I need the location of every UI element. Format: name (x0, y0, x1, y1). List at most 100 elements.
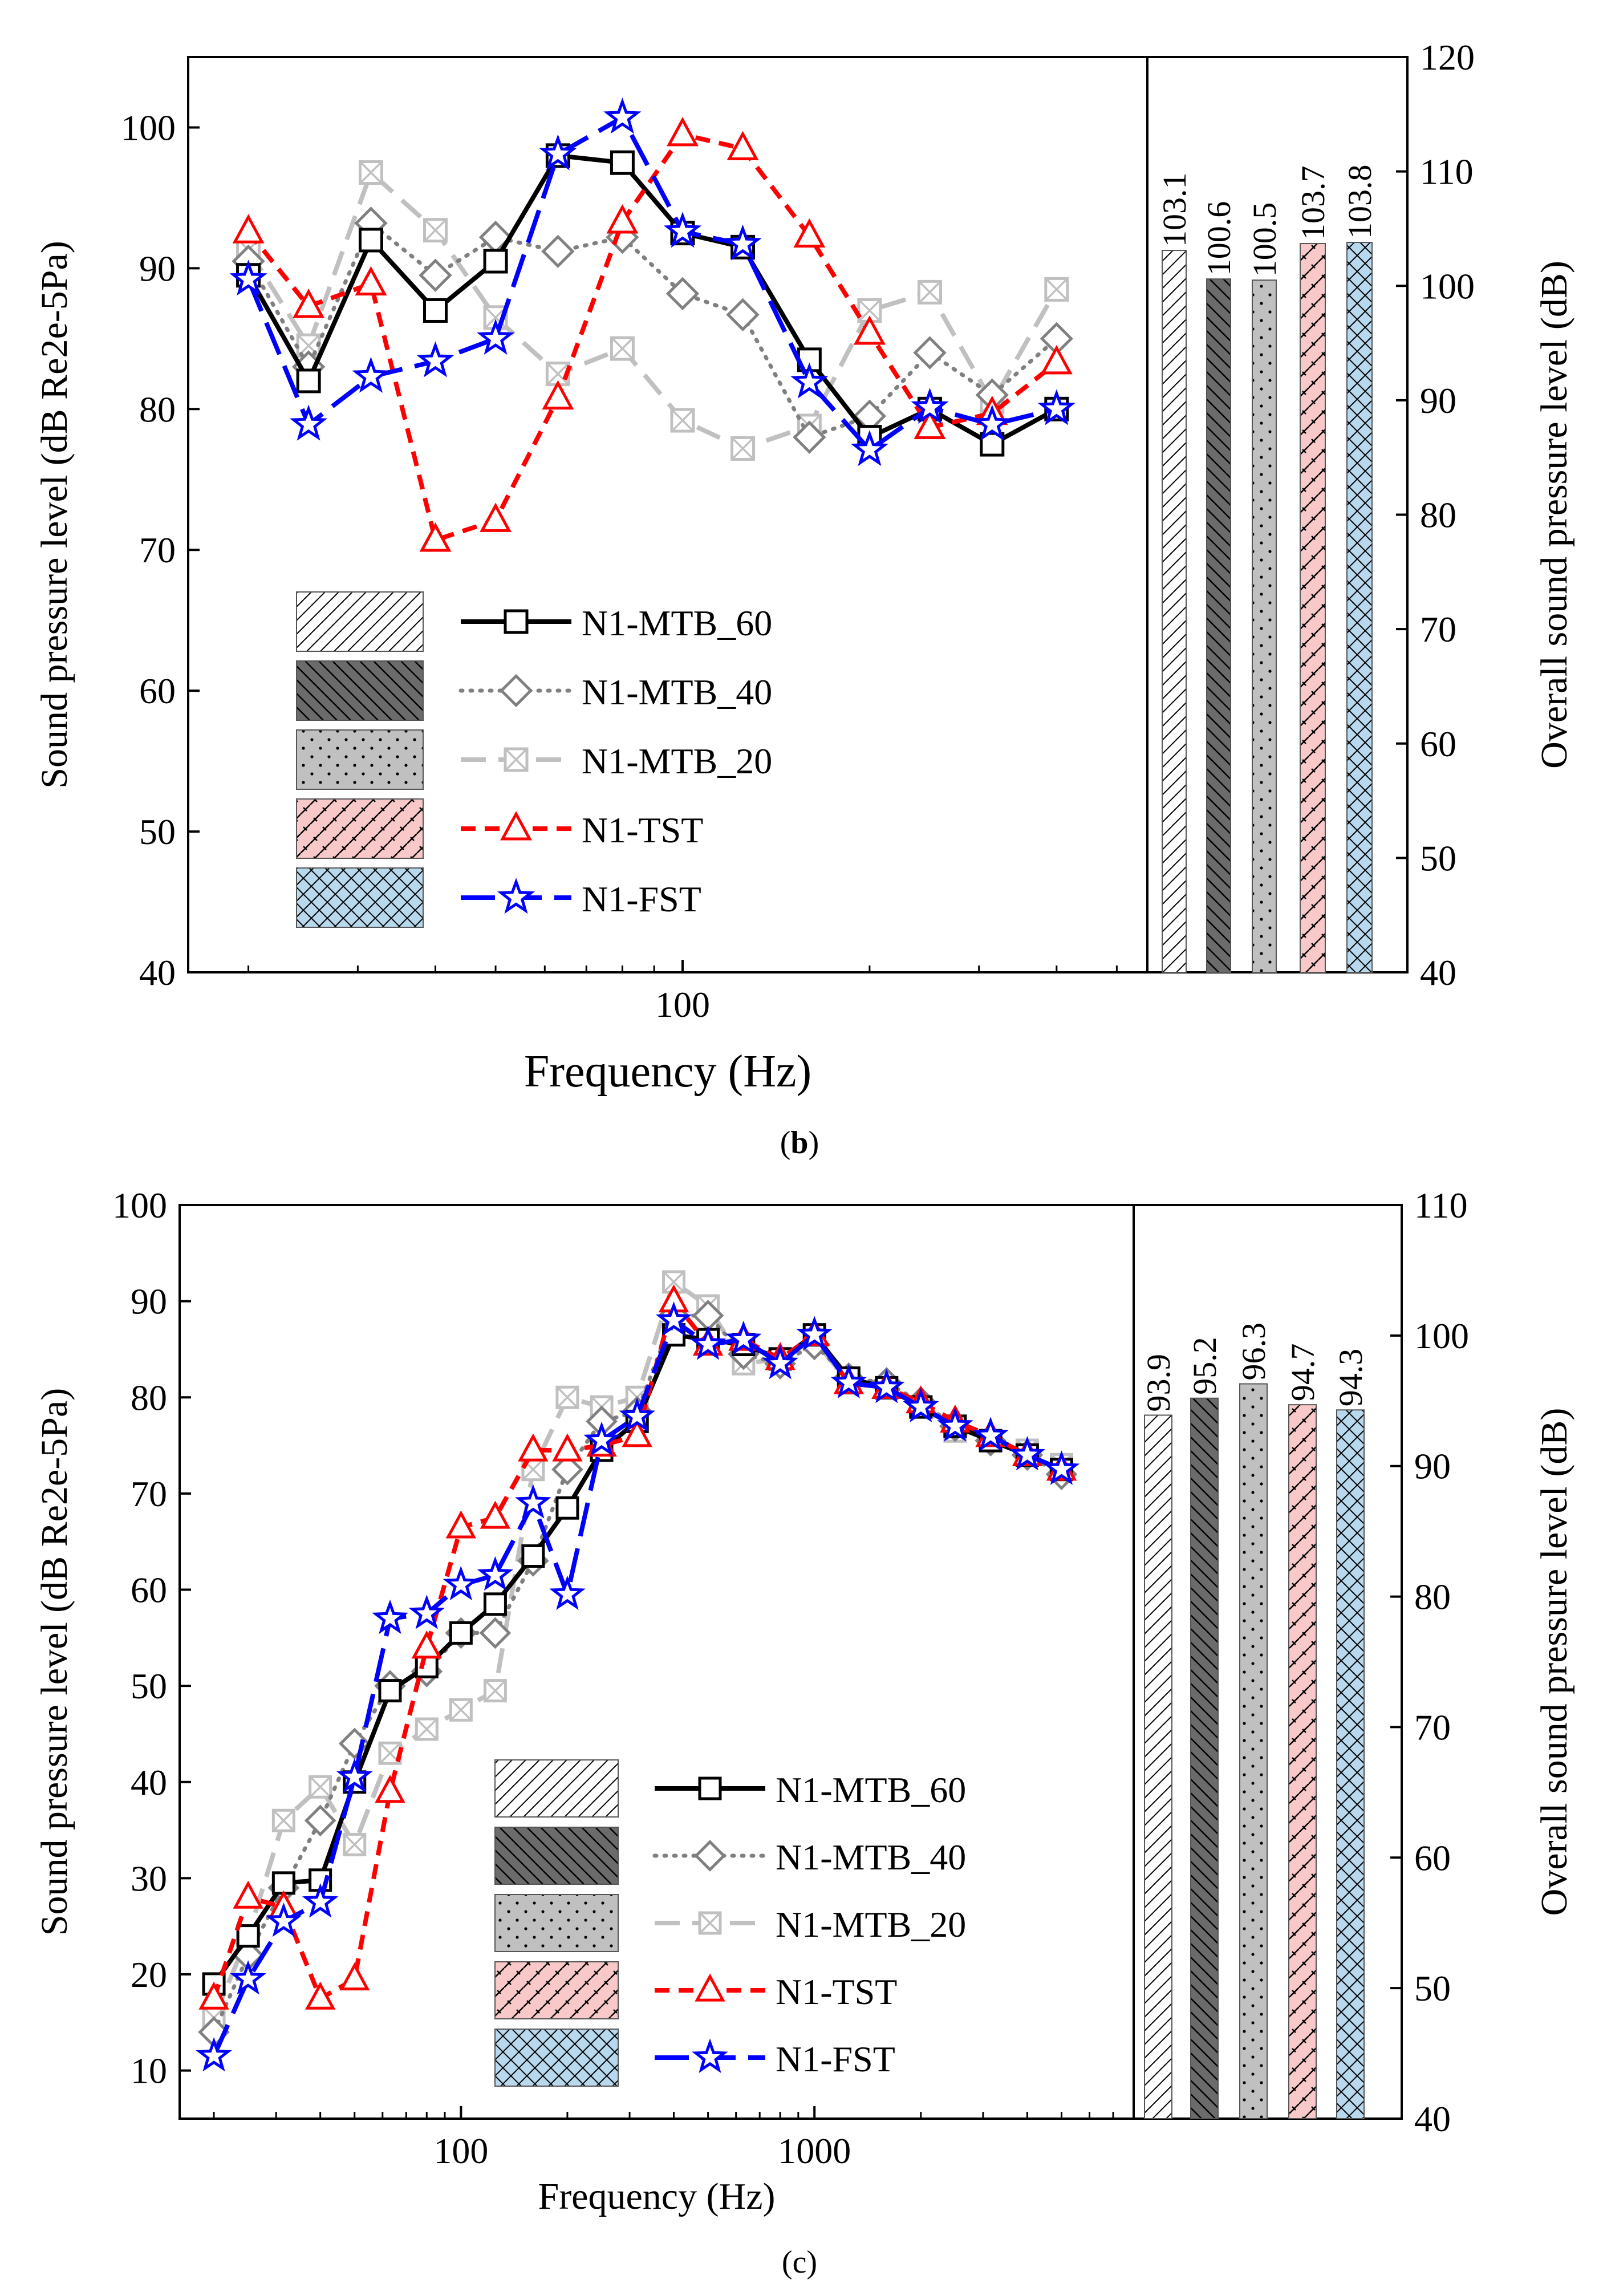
data-point (309, 1775, 332, 1799)
legend-marker (504, 747, 529, 772)
marker-cross (699, 1912, 721, 1934)
series-N1-FST (229, 98, 1076, 466)
y-axis-title: Sound pressure level (dB Re2e-5Pa) (34, 1388, 75, 1936)
data-point (725, 1320, 762, 1356)
data-point (336, 1758, 373, 1793)
data-point (372, 1599, 408, 1634)
legend-swatch (296, 591, 424, 652)
legend-label: N1-MTB_20 (582, 741, 772, 781)
marker-cross (611, 336, 634, 360)
marker-cross (359, 161, 383, 184)
data-point (603, 98, 642, 134)
data-point (358, 160, 383, 185)
marker-cross (858, 299, 882, 322)
data-point (670, 408, 695, 433)
data-point (271, 1871, 295, 1895)
overall-bar-label: 100.5 (1246, 202, 1283, 277)
data-point (665, 277, 700, 311)
y-tick-label: 100 (121, 107, 176, 148)
figure-caption: (b) (780, 1125, 819, 1161)
y-right-tick-label: 90 (1414, 1446, 1451, 1487)
marker-cross (546, 362, 570, 386)
legend-swatch (494, 1894, 619, 1952)
y-tick-label: 80 (131, 1377, 167, 1418)
marker-cross (731, 437, 754, 460)
overall-bar (1206, 278, 1231, 973)
data-point (289, 404, 328, 441)
data-point (724, 224, 762, 261)
legend-marker (504, 609, 529, 634)
legend-label: N1-FST (582, 879, 701, 919)
data-point (762, 1344, 798, 1380)
y-tick-label: 90 (139, 248, 176, 289)
data-point (515, 1484, 551, 1519)
legend-swatch (296, 660, 424, 721)
data-point (793, 218, 826, 248)
overall-bar-label: 103.1 (1156, 173, 1193, 248)
overall-bar (1336, 1409, 1365, 2119)
legend-label: N1-TST (776, 1972, 897, 2012)
overall-bar (1288, 1404, 1317, 2119)
data-point (483, 249, 508, 274)
data-point (343, 1832, 367, 1856)
y-right-tick-label: 120 (1420, 37, 1475, 78)
marker-cross (343, 1833, 366, 1856)
marker-cross (424, 218, 447, 242)
caption-part: ( (780, 1125, 791, 1161)
y-tick-label: 30 (131, 1858, 167, 1899)
data-point (551, 1453, 583, 1486)
marker-cross (671, 408, 695, 432)
y-tick-label: 60 (139, 671, 176, 711)
overall-bar-label: 96.3 (1235, 1323, 1272, 1381)
data-point (730, 436, 756, 461)
data-point (483, 1592, 507, 1616)
data-point (793, 420, 826, 454)
data-point (610, 150, 635, 175)
figure-caption: (c) (782, 2245, 817, 2280)
data-point (445, 1510, 477, 1539)
data-point (483, 1679, 507, 1703)
legend-marker (695, 1973, 725, 2002)
data-point (903, 1388, 939, 1423)
data-point (378, 1679, 402, 1703)
data-point (583, 1421, 620, 1457)
y-right-tick-label: 60 (1414, 1837, 1451, 1878)
legend-swatch (494, 1961, 619, 2019)
data-point (1009, 1435, 1046, 1471)
overall-bar-label: 103.8 (1341, 165, 1378, 240)
caption-part: ) (809, 1125, 819, 1161)
overall-bar-label: 94.3 (1332, 1349, 1369, 1407)
y-right-tick-label: 60 (1420, 724, 1456, 764)
caption-part: b (790, 1125, 808, 1161)
data-point (229, 259, 267, 296)
data-point (449, 1621, 473, 1645)
data-point (196, 2037, 232, 2072)
y-tick-label: 10 (131, 2051, 167, 2091)
overall-bar-label: 94.7 (1284, 1344, 1321, 1402)
y-tick-label: 90 (131, 1281, 167, 1322)
y-right-tick-label: 110 (1414, 1185, 1468, 1226)
marker-cross (273, 1810, 295, 1832)
overall-bar (1144, 1414, 1172, 2119)
data-point (542, 380, 574, 410)
data-point (232, 214, 265, 244)
legend-marker (694, 1840, 726, 1872)
y-tick-label: 40 (131, 1762, 167, 1803)
data-point (443, 1565, 480, 1601)
data-point (479, 1617, 512, 1649)
data-point (1037, 389, 1076, 425)
data-point (917, 279, 942, 305)
legend-label: N1-MTB_20 (776, 1904, 966, 1945)
data-point (415, 1654, 439, 1678)
y-right-tick-label: 100 (1414, 1316, 1469, 1356)
data-point (423, 218, 448, 243)
data-point (726, 298, 760, 332)
series-N1-FST (196, 1301, 1080, 2072)
data-point (911, 388, 949, 424)
data-point (423, 298, 448, 323)
y-tick-label: 20 (131, 1954, 167, 1995)
overall-bar (1252, 279, 1277, 973)
legend-swatch (296, 729, 424, 790)
overall-bar (1239, 1383, 1268, 2119)
legend-marker (698, 1911, 722, 1935)
